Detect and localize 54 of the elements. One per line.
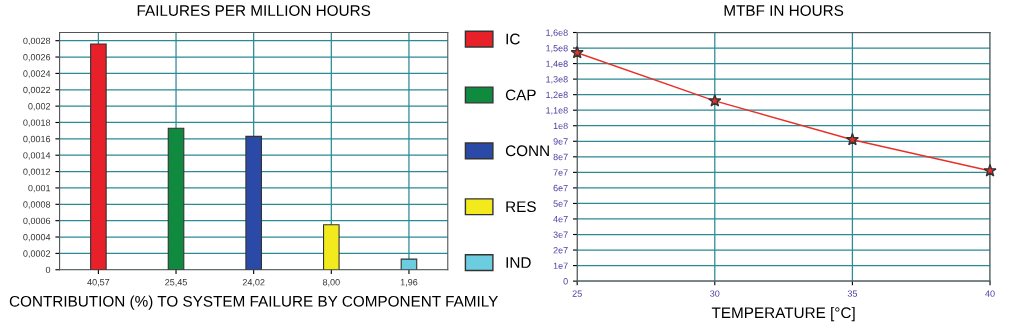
y-tick-label: 0,0028 [23,37,51,46]
x-tick-label: 8,00 [322,279,340,287]
y-tick-label: 2e7 [553,247,568,254]
y-tick-label: 0,0004 [23,233,51,242]
x-tick-label: 25,45 [165,279,187,287]
legend-label: RES [506,201,536,213]
legend-label: CAP [505,89,536,101]
x-axis-title: CONTRIBUTION (%) TO SYSTEM FAILURE BY COMPONENT FAMILY [9,295,498,310]
y-tick-label: 0,0024 [23,70,51,78]
y-tick-label: 0,001 [28,184,51,193]
y-tick-label: 0,0002 [23,250,51,258]
legend-label: CONN [505,145,549,157]
x-tick-label: 25 [572,290,582,297]
x-axis-title: TEMPERATURE [°C] [711,306,855,322]
y-tick-label: 0,0012 [23,168,51,176]
point [708,93,722,107]
y-tick-label: 1e7 [553,262,568,269]
y-tick-label: 1,6e8 [546,29,568,37]
x-tick-label: 40 [985,290,995,297]
x-tick-label: 30 [710,290,720,297]
y-tick-label: 4e7 [553,216,568,223]
y-tick-label: 0,0018 [23,119,51,127]
x-tick-label: 24,02 [242,279,265,287]
y-tick-label: 9e7 [553,138,568,145]
y-tick-label: 0,0022 [23,86,51,95]
y-tick-label: 6e7 [553,184,568,192]
y-tick-label: 0,0006 [23,217,51,226]
y-tick-label: 0,0014 [23,152,51,160]
y-tick-label: 1,1e8 [546,107,568,115]
y-tick-label: 0 [45,266,51,274]
y-tick-label: 0,0008 [23,201,51,209]
x-tick-label: 1,96 [400,279,418,287]
y-tick-label: 7e7 [553,169,568,176]
y-tick-label: 0,0026 [23,54,51,62]
legend-label: IND [506,257,531,268]
point [845,132,860,146]
y-tick-label: 0,0016 [23,135,51,144]
y-tick-label: 1,2e8 [546,91,568,100]
x-tick-label: 35 [847,290,858,297]
y-tick-label: 3e7 [553,231,568,238]
point [570,45,584,59]
y-tick-label: 1,3e8 [546,76,568,84]
chart-title: FAILURES PER MILLION HOURS [137,5,371,16]
x-tick-label: 40,57 [87,279,110,287]
y-tick-label: 1,4e8 [546,60,568,68]
y-tick-label: 0,002 [28,103,51,111]
chart-title: MTBF IN HOURS [724,5,844,16]
point [983,163,997,177]
y-tick-label: 1e8 [553,122,568,130]
y-tick-label: 8e7 [553,153,568,161]
y-tick-label: 5e7 [553,200,568,207]
y-tick-label: 1,5e8 [546,45,568,53]
y-tick-label: 0 [563,278,568,285]
legend-label: IC [506,33,520,45]
